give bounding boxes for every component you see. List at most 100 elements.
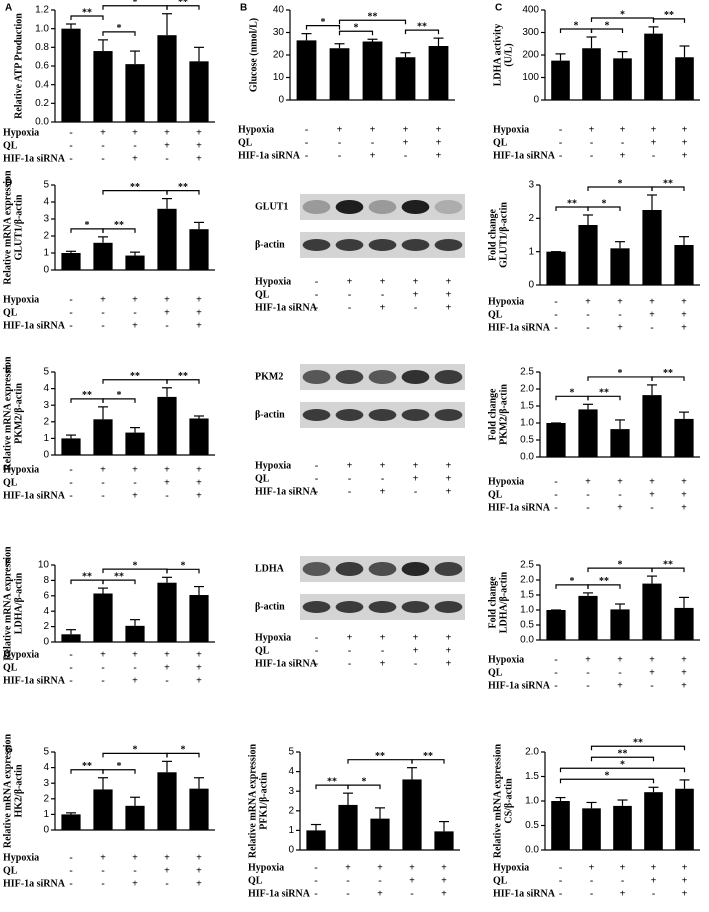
significance-label: * [181,561,186,572]
condition-sign: + [196,464,202,475]
condition-sign: - [314,862,317,873]
y-axis-label: PKM2/β-actin [13,383,24,444]
y-tick-label: 10 [38,560,50,571]
panel-letter: B [240,3,247,14]
y-tick-label: 0 [43,450,49,461]
bar [546,251,566,285]
condition-sign: + [617,476,623,487]
condition-label: QL [255,645,270,656]
y-axis-label: Relative mRNA expression [2,356,13,471]
condition-sign: + [196,140,202,151]
condition-sign: + [446,632,452,643]
blot-band [335,200,364,214]
blot-band [335,239,364,251]
condition-sign: + [681,680,687,691]
condition-label: Hypoxia [248,862,284,873]
condition-sign: - [69,464,72,475]
y-tick-label: 100 [522,72,539,83]
significance-label: ** [130,182,140,193]
significance-label: * [117,761,122,772]
condition-sign: - [650,322,653,333]
condition-sign: - [404,150,407,161]
condition-label: HIF-1a siRNA [3,320,66,331]
condition-sign: - [315,302,318,313]
condition-sign: - [69,127,72,138]
condition-sign: - [305,137,308,148]
y-tick-label: 1.5 [525,771,539,782]
significance-label: * [133,0,138,8]
condition-sign: + [681,654,687,665]
condition-sign: + [380,460,386,471]
condition-sign: + [651,124,657,135]
y-tick-label: 4 [43,197,49,208]
condition-sign: - [69,294,72,305]
blot-band [401,409,430,421]
blot-band [401,239,430,251]
bar [306,830,326,850]
condition-sign: + [649,489,655,500]
bar [674,418,694,457]
condition-label: HIF-1a siRNA [493,150,556,161]
condition-sign: + [164,662,170,673]
condition-sign: - [554,654,557,665]
condition-sign: + [620,888,626,899]
y-axis-label: (U/L) [503,43,514,66]
condition-label: HIF-1a siRNA [248,888,311,899]
condition-sign: - [586,489,589,500]
condition-sign: - [133,477,136,488]
condition-label: QL [248,875,263,886]
significance-label: * [117,23,122,34]
y-axis-label: LDHA/β-actin [498,571,509,633]
condition-sign: + [413,632,419,643]
y-axis-label: GLUT1/β-actin [13,194,24,260]
condition-label: QL [255,289,270,300]
condition-sign: + [347,460,353,471]
bar [610,429,630,457]
condition-sign: - [652,150,655,161]
condition-sign: + [409,862,415,873]
condition-label: Hypoxia [488,654,524,665]
condition-sign: - [348,658,351,669]
y-tick-label: 0.5 [520,620,534,631]
significance-bracket [166,379,200,384]
bar [551,801,570,850]
condition-sign: - [559,862,562,873]
blot-band [302,200,331,214]
condition-sign: - [69,307,72,318]
condition-sign: + [196,675,202,686]
blot-band [335,562,364,576]
condition-sign: + [196,307,202,318]
bar [578,409,598,457]
y-tick-label: 2 [43,621,49,632]
y-tick-label: 0.0 [520,452,534,463]
y-tick-label: 30 [273,27,285,38]
condition-sign: - [315,632,318,643]
condition-sign: - [348,289,351,300]
bar [61,634,81,642]
condition-sign: + [413,289,419,300]
condition-sign: + [585,476,591,487]
condition-sign: + [132,127,138,138]
condition-sign: - [554,322,557,333]
y-tick-label: 3 [43,778,49,789]
bar [551,60,570,100]
condition-sign: - [101,153,104,164]
condition-label: QL [3,662,18,673]
condition-sign: - [348,645,351,656]
condition-label: HIF-1a siRNA [255,658,318,669]
condition-sign: + [347,632,353,643]
y-tick-label: 0 [43,825,49,836]
significance-label: * [362,776,367,787]
significance-label: * [620,760,625,771]
condition-sign: + [409,875,415,886]
condition-sign: + [651,875,657,886]
significance-label: * [618,368,623,379]
blot-target: GLUT1 [255,201,288,212]
bar [674,607,694,640]
y-tick-label: 2 [43,793,49,804]
condition-sign: + [682,124,688,135]
condition-sign: + [413,276,419,287]
bar [362,41,383,100]
condition-sign: + [196,153,202,164]
condition-sign: - [69,153,72,164]
